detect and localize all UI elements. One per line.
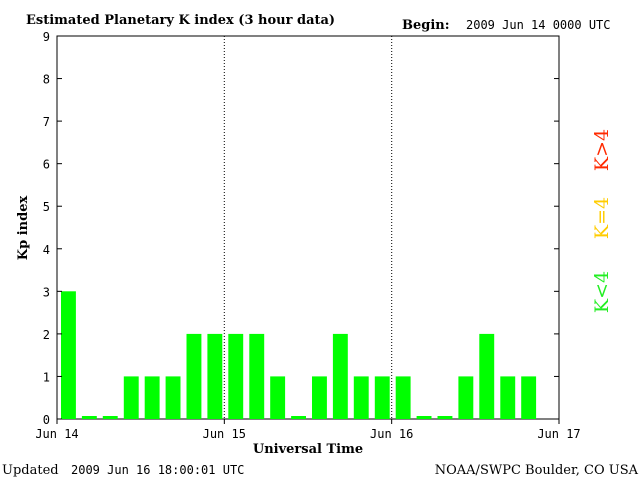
y-axis-ticks: 0 1 2 3 4 5 6 7 8 9 bbox=[43, 30, 559, 427]
kp-bar bbox=[207, 333, 223, 419]
kp-bar bbox=[500, 376, 516, 419]
kp-bar bbox=[395, 376, 411, 419]
kp-bar bbox=[123, 376, 139, 419]
kp-bar bbox=[61, 291, 76, 419]
legend-item: K=4 bbox=[591, 197, 613, 239]
kp-bar bbox=[437, 416, 453, 419]
kp-bar bbox=[270, 376, 286, 419]
kp-bar bbox=[416, 416, 432, 419]
kp-bar bbox=[144, 376, 160, 419]
kp-bar bbox=[374, 376, 390, 419]
y-tick-label: 2 bbox=[43, 328, 50, 342]
kp-bar bbox=[81, 416, 97, 419]
kp-bar bbox=[165, 376, 181, 419]
y-tick-label: 4 bbox=[43, 243, 50, 257]
begin-value: 2009 Jun 14 0000 UTC bbox=[466, 18, 611, 32]
kp-bar bbox=[186, 333, 202, 419]
x-axis-label: Universal Time bbox=[253, 442, 363, 457]
y-tick-label: 9 bbox=[43, 30, 50, 44]
kp-bar bbox=[228, 333, 244, 419]
x-tick-label: Jun 14 bbox=[35, 427, 78, 441]
plot-frame bbox=[56, 35, 560, 420]
y-tick-label: 3 bbox=[43, 285, 50, 299]
y-tick-label: 8 bbox=[43, 73, 50, 87]
y-axis-label: Kp index bbox=[16, 196, 31, 261]
y-tick-label: 1 bbox=[43, 370, 50, 384]
updated-value: 2009 Jun 16 18:00:01 UTC bbox=[71, 463, 244, 477]
y-tick-label: 6 bbox=[43, 158, 50, 172]
x-tick-label: Jun 17 bbox=[537, 427, 580, 441]
legend-item: K<4 bbox=[591, 271, 613, 313]
kp-bar bbox=[458, 376, 474, 419]
kp-bar bbox=[291, 416, 306, 419]
kp-bar bbox=[353, 376, 369, 419]
kp-bar bbox=[312, 376, 327, 419]
kp-bar bbox=[521, 376, 537, 419]
kp-bar bbox=[249, 333, 265, 419]
legend-item: K>4 bbox=[591, 129, 613, 171]
kp-bar bbox=[479, 333, 495, 419]
kp-bar bbox=[332, 333, 348, 419]
legend: K>4 K=4 K<4 bbox=[591, 129, 613, 313]
updated-label: Updated bbox=[2, 463, 59, 478]
begin-label: Begin: bbox=[402, 18, 450, 33]
y-tick-label: 7 bbox=[43, 115, 50, 129]
x-axis-ticks: Jun 14 Jun 15 Jun 16 Jun 17 bbox=[35, 419, 581, 441]
bars-layer bbox=[61, 291, 537, 419]
day-separators bbox=[223, 36, 393, 419]
x-tick-label: Jun 16 bbox=[370, 427, 413, 441]
x-tick-label: Jun 15 bbox=[203, 427, 246, 441]
kp-bar bbox=[102, 416, 118, 419]
chart-title: Estimated Planetary K index (3 hour data… bbox=[26, 13, 335, 28]
y-tick-label: 5 bbox=[43, 200, 50, 214]
y-tick-label: 0 bbox=[43, 413, 50, 427]
credit-text: NOAA/SWPC Boulder, CO USA bbox=[435, 463, 639, 478]
